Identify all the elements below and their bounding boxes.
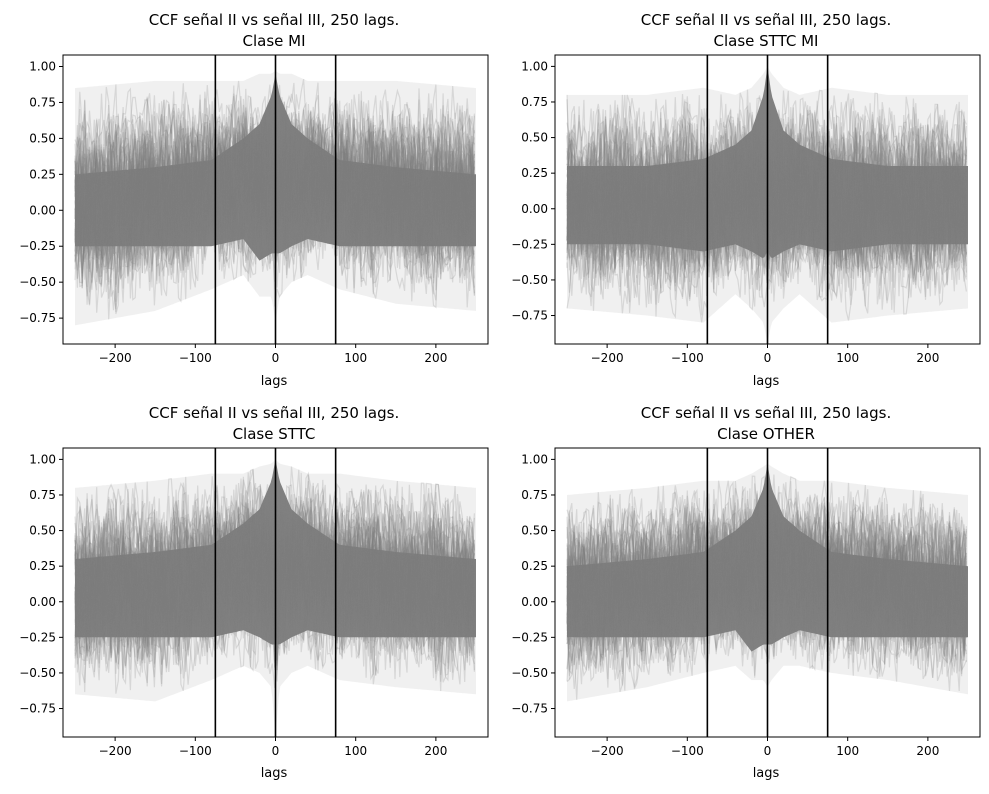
subplot-title-line2: Clase OTHER — [717, 425, 815, 443]
y-tick-label: −0.75 — [19, 702, 56, 716]
x-axis-label: lags — [261, 374, 288, 389]
plot-area — [74, 448, 476, 737]
y-tick-label: 0.75 — [521, 95, 548, 109]
x-tick-label: −200 — [99, 351, 132, 365]
subplot-other: CCF señal II vs señal III, 250 lags. Cla… — [511, 404, 981, 781]
x-tick-label: 100 — [836, 744, 859, 758]
subplot-title-line1: CCF señal II vs señal III, 250 lags. — [149, 11, 399, 29]
x-tick-label: 200 — [424, 744, 447, 758]
y-tick-label: 0.75 — [521, 488, 548, 502]
x-tick-label: −100 — [179, 744, 212, 758]
y-tick-label: 0.25 — [521, 559, 548, 573]
x-axis-label: lags — [753, 766, 780, 781]
x-axis-label: lags — [753, 374, 780, 389]
subplot-title-line1: CCF señal II vs señal III, 250 lags. — [149, 404, 399, 422]
y-tick-label: 0.25 — [29, 559, 56, 573]
subplot-sttc: CCF señal II vs señal III, 250 lags. Cla… — [19, 404, 489, 781]
y-tick-label: 0.00 — [521, 202, 548, 216]
subplot-title-line1: CCF señal II vs señal III, 250 lags. — [641, 404, 891, 422]
y-tick-label: 1.00 — [521, 59, 548, 73]
y-tick-label: 0.00 — [29, 203, 56, 217]
subplot-sttc-mi: CCF señal II vs señal III, 250 lags. Cla… — [511, 11, 981, 389]
x-tick-label: 0 — [272, 351, 280, 365]
y-tick-label: −0.75 — [19, 311, 56, 325]
y-tick-label: 0.50 — [521, 131, 548, 145]
y-tick-label: 0.25 — [521, 166, 548, 180]
y-tick-label: −0.50 — [19, 666, 56, 680]
x-tick-label: −200 — [591, 744, 624, 758]
y-tick-label: −0.50 — [511, 666, 548, 680]
y-tick-label: −0.25 — [511, 237, 548, 251]
x-tick-label: −100 — [671, 744, 704, 758]
subplot-title-line1: CCF señal II vs señal III, 250 lags. — [641, 11, 891, 29]
x-tick-label: −200 — [99, 744, 132, 758]
y-tick-label: −0.25 — [511, 630, 548, 644]
x-tick-label: 100 — [344, 744, 367, 758]
x-tick-label: 0 — [272, 744, 280, 758]
x-axis-label: lags — [261, 766, 288, 781]
y-tick-label: 0.00 — [29, 595, 56, 609]
subplot-title-line2: Clase STTC MI — [714, 32, 819, 50]
plot-area — [566, 55, 968, 344]
subplot-mi: CCF señal II vs señal III, 250 lags. Cla… — [19, 11, 489, 389]
y-tick-label: −0.25 — [19, 239, 56, 253]
plot-area — [74, 55, 476, 344]
y-tick-label: 0.25 — [29, 167, 56, 181]
x-tick-label: 100 — [836, 351, 859, 365]
subplot-title-line2: Clase STTC — [233, 425, 316, 443]
x-tick-label: 200 — [916, 351, 939, 365]
x-tick-label: −100 — [179, 351, 212, 365]
y-tick-label: −0.25 — [19, 630, 56, 644]
x-tick-label: −200 — [591, 351, 624, 365]
y-tick-label: 0.00 — [521, 595, 548, 609]
y-tick-label: 0.50 — [29, 131, 56, 145]
y-tick-label: −0.50 — [19, 275, 56, 289]
y-tick-label: 0.50 — [521, 524, 548, 538]
y-tick-label: −0.75 — [511, 702, 548, 716]
y-tick-label: −0.50 — [511, 273, 548, 287]
y-tick-label: 0.50 — [29, 524, 56, 538]
y-tick-label: 0.75 — [29, 95, 56, 109]
y-tick-label: 1.00 — [29, 60, 56, 74]
plot-area — [566, 448, 968, 737]
x-tick-label: 100 — [344, 351, 367, 365]
y-tick-label: 1.00 — [521, 452, 548, 466]
x-tick-label: 200 — [424, 351, 447, 365]
subplot-title-line2: Clase MI — [242, 32, 305, 50]
x-tick-label: 200 — [916, 744, 939, 758]
y-tick-label: 0.75 — [29, 488, 56, 502]
x-tick-label: 0 — [764, 351, 772, 365]
y-tick-label: 1.00 — [29, 452, 56, 466]
x-tick-label: 0 — [764, 744, 772, 758]
x-tick-label: −100 — [671, 351, 704, 365]
y-tick-label: −0.75 — [511, 309, 548, 323]
